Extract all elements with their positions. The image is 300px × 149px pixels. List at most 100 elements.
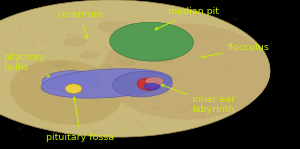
- Ellipse shape: [12, 54, 19, 58]
- Ellipse shape: [11, 39, 15, 44]
- Ellipse shape: [102, 24, 270, 119]
- Ellipse shape: [139, 113, 145, 115]
- Ellipse shape: [63, 37, 87, 46]
- Ellipse shape: [17, 68, 23, 71]
- Ellipse shape: [44, 69, 50, 71]
- Ellipse shape: [98, 21, 130, 33]
- Ellipse shape: [72, 34, 80, 37]
- Ellipse shape: [40, 50, 45, 54]
- Text: median pit: median pit: [155, 7, 219, 30]
- Ellipse shape: [174, 75, 178, 78]
- Ellipse shape: [220, 115, 224, 118]
- Ellipse shape: [96, 80, 101, 82]
- Ellipse shape: [122, 60, 133, 64]
- Ellipse shape: [137, 82, 141, 86]
- Ellipse shape: [142, 31, 170, 41]
- Ellipse shape: [98, 64, 112, 70]
- Ellipse shape: [19, 60, 23, 62]
- Ellipse shape: [55, 75, 60, 79]
- Ellipse shape: [112, 72, 172, 97]
- Ellipse shape: [17, 128, 21, 130]
- Ellipse shape: [209, 51, 213, 53]
- Ellipse shape: [152, 22, 158, 26]
- Ellipse shape: [116, 81, 122, 84]
- Text: olfactory
bulbs: olfactory bulbs: [3, 53, 50, 77]
- Ellipse shape: [141, 53, 145, 57]
- Ellipse shape: [65, 84, 82, 93]
- Ellipse shape: [36, 109, 44, 112]
- Ellipse shape: [61, 74, 70, 77]
- Ellipse shape: [156, 56, 174, 63]
- Ellipse shape: [161, 57, 172, 61]
- Ellipse shape: [95, 100, 102, 102]
- Ellipse shape: [41, 69, 172, 98]
- Ellipse shape: [31, 42, 37, 46]
- Ellipse shape: [104, 20, 108, 22]
- Ellipse shape: [134, 44, 140, 46]
- Ellipse shape: [47, 126, 50, 130]
- Ellipse shape: [22, 80, 30, 84]
- Ellipse shape: [0, 0, 270, 137]
- Ellipse shape: [16, 86, 20, 87]
- Ellipse shape: [181, 24, 184, 25]
- Text: pituitary fossa: pituitary fossa: [46, 97, 115, 142]
- Ellipse shape: [124, 29, 132, 31]
- Ellipse shape: [212, 53, 215, 56]
- Ellipse shape: [181, 109, 188, 114]
- Ellipse shape: [172, 10, 181, 14]
- Ellipse shape: [139, 77, 147, 79]
- Ellipse shape: [80, 51, 100, 59]
- Ellipse shape: [129, 44, 144, 50]
- Ellipse shape: [123, 90, 131, 92]
- Ellipse shape: [124, 101, 127, 102]
- Ellipse shape: [233, 18, 238, 20]
- Ellipse shape: [11, 60, 122, 125]
- Ellipse shape: [42, 71, 99, 92]
- Ellipse shape: [55, 87, 59, 89]
- Ellipse shape: [108, 66, 112, 71]
- Ellipse shape: [89, 68, 97, 71]
- Ellipse shape: [137, 78, 160, 90]
- Ellipse shape: [81, 112, 90, 114]
- Ellipse shape: [98, 36, 107, 38]
- Ellipse shape: [207, 35, 211, 37]
- Ellipse shape: [139, 125, 147, 128]
- Ellipse shape: [101, 117, 107, 122]
- Ellipse shape: [197, 34, 203, 37]
- Ellipse shape: [151, 107, 156, 110]
- Text: inner ear
labyrinth: inner ear labyrinth: [161, 84, 235, 114]
- Ellipse shape: [169, 47, 190, 54]
- Ellipse shape: [18, 25, 23, 28]
- Ellipse shape: [56, 61, 67, 65]
- Ellipse shape: [146, 77, 164, 85]
- Ellipse shape: [155, 107, 162, 111]
- Ellipse shape: [175, 48, 188, 52]
- Text: flocculus: flocculus: [202, 43, 270, 58]
- Ellipse shape: [67, 33, 72, 37]
- Ellipse shape: [215, 34, 225, 37]
- Ellipse shape: [223, 65, 229, 69]
- Ellipse shape: [69, 38, 84, 44]
- Ellipse shape: [128, 22, 133, 26]
- Ellipse shape: [152, 12, 155, 14]
- Ellipse shape: [144, 83, 159, 90]
- Ellipse shape: [136, 38, 140, 41]
- Ellipse shape: [170, 28, 176, 32]
- Ellipse shape: [115, 55, 121, 59]
- Ellipse shape: [124, 21, 127, 23]
- Ellipse shape: [93, 129, 100, 132]
- Ellipse shape: [185, 122, 189, 124]
- Ellipse shape: [39, 119, 45, 124]
- Ellipse shape: [139, 62, 142, 67]
- Ellipse shape: [80, 15, 84, 18]
- Ellipse shape: [123, 43, 147, 52]
- Ellipse shape: [67, 77, 73, 79]
- Ellipse shape: [142, 94, 146, 97]
- Ellipse shape: [51, 61, 69, 67]
- Ellipse shape: [58, 101, 64, 103]
- Ellipse shape: [110, 22, 193, 61]
- Ellipse shape: [10, 31, 16, 35]
- Ellipse shape: [137, 50, 142, 54]
- Ellipse shape: [87, 92, 91, 94]
- Ellipse shape: [117, 59, 135, 66]
